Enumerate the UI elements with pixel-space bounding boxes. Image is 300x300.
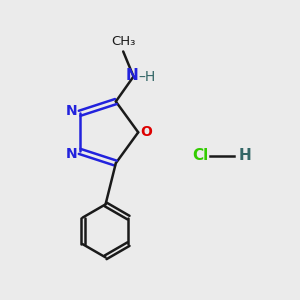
Text: H: H — [238, 148, 251, 164]
Text: N: N — [66, 147, 77, 161]
Text: O: O — [140, 125, 152, 139]
Text: N: N — [66, 104, 77, 118]
Text: –H: –H — [138, 70, 155, 83]
Text: CH₃: CH₃ — [111, 35, 135, 48]
Text: N: N — [126, 68, 138, 83]
Text: Cl: Cl — [193, 148, 209, 164]
